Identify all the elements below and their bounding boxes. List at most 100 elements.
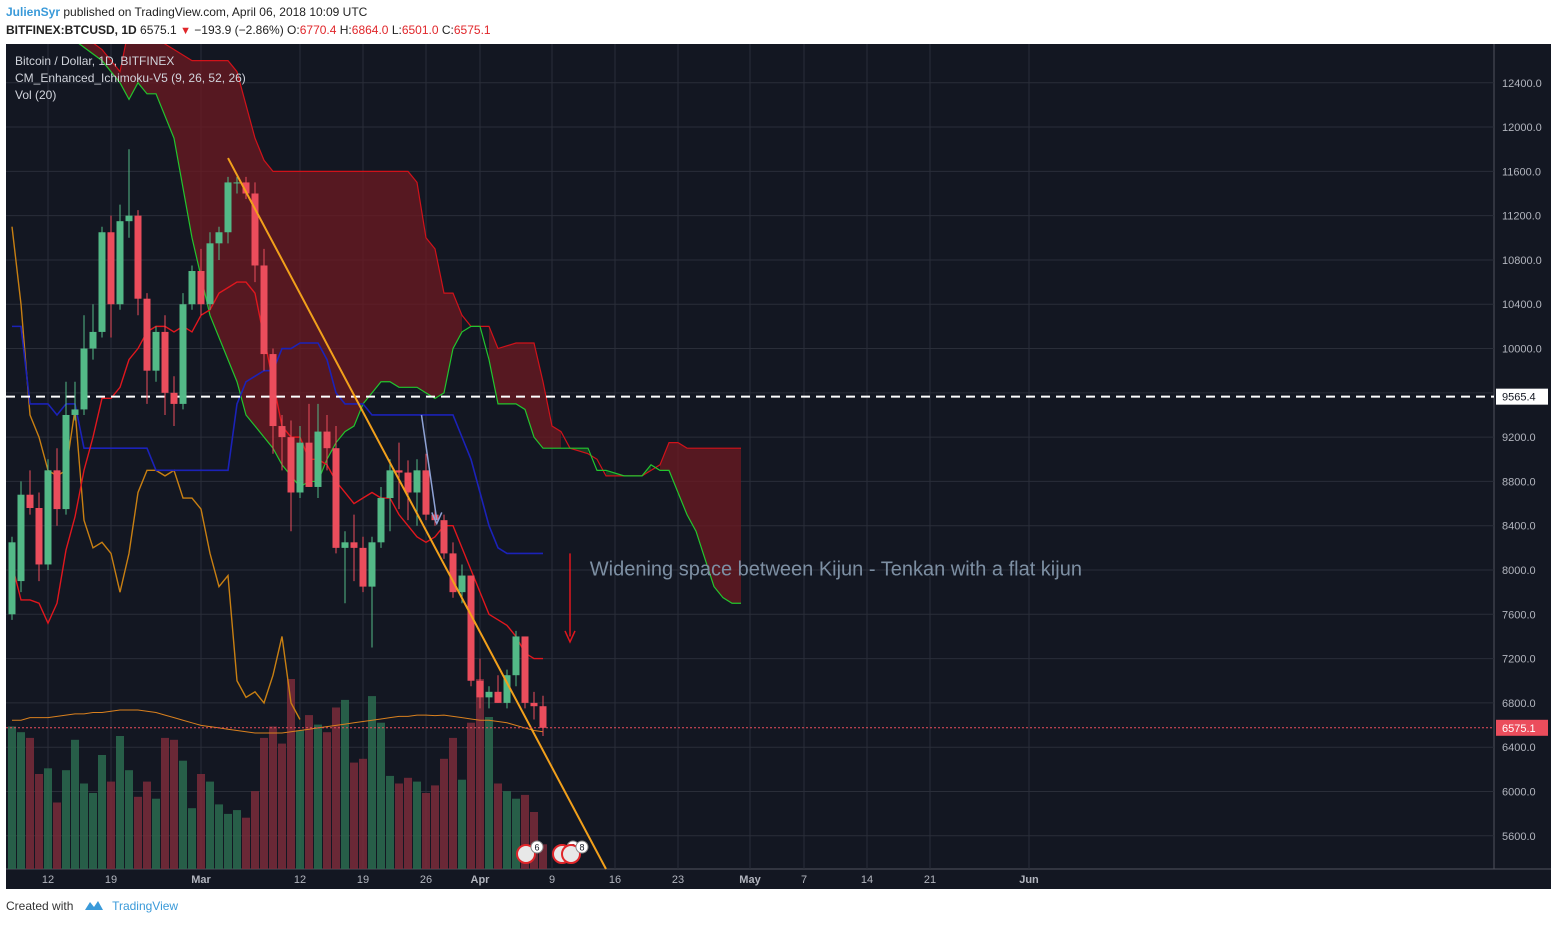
horizontal-level-label: 9565.4	[1502, 392, 1536, 404]
candle-body	[314, 431, 322, 487]
tenkan-sen-line	[11, 281, 543, 660]
volume-bar	[314, 724, 322, 869]
candle-body	[197, 271, 205, 305]
candle-body	[278, 426, 286, 438]
close-value: 6575.1	[453, 23, 491, 37]
candle-body	[17, 494, 25, 582]
x-tick-label: 12	[294, 874, 306, 886]
red-arrow-head-icon	[564, 630, 576, 644]
volume-bar	[170, 739, 178, 869]
candle-body	[35, 507, 43, 565]
candle-body	[260, 265, 268, 355]
volume-bar	[503, 791, 511, 869]
candle-body	[359, 547, 367, 587]
volume-bar	[530, 812, 538, 869]
candle-body	[80, 348, 88, 410]
x-tick-label: 23	[672, 874, 684, 886]
volume-bar	[512, 798, 520, 869]
event-count-label: 6	[534, 843, 539, 853]
candle-body	[332, 448, 340, 548]
cloud-bearish	[79, 44, 462, 487]
candle-body	[233, 182, 241, 184]
volume-bar	[116, 736, 124, 869]
candle-body	[8, 542, 16, 615]
volume-bar	[467, 722, 475, 869]
candle-body	[98, 232, 106, 332]
volume-bar	[80, 783, 88, 869]
price-chart[interactable]: 12400.0 12000.0 11600.0 11200.0 10800.0 10400…	[6, 44, 1551, 889]
trendline-resistance	[227, 157, 607, 870]
candle-body	[539, 706, 547, 728]
candle-body	[413, 470, 421, 493]
volume-bar	[278, 743, 286, 869]
volume-bar	[161, 737, 169, 869]
volume-bar	[260, 737, 268, 869]
last-price: 6575.1	[140, 23, 177, 37]
chart-area[interactable]: 12400.0 12000.0 11600.0 11200.0 10800.0 10400…	[6, 44, 1551, 889]
candle-body	[458, 575, 466, 593]
annotation-text: Widening space between Kijun - Tenkan wi…	[590, 559, 1082, 581]
low-label: L:	[391, 23, 402, 37]
author-link[interactable]: JulienSyr	[6, 5, 61, 19]
us-flag-event-icon	[561, 844, 581, 864]
volume-bar	[458, 779, 466, 869]
down-arrow-icon: ▼	[180, 25, 191, 37]
candle-body	[440, 520, 448, 554]
volume-bar	[323, 732, 331, 869]
tradingview-link[interactable]: TradingView	[112, 899, 179, 913]
y-tick-label: 9200.0	[1502, 432, 1536, 444]
volume-bar	[404, 777, 412, 869]
volume-bar	[305, 715, 313, 869]
candle-body	[44, 470, 52, 565]
blue-arrow-head-icon	[431, 512, 443, 526]
symbol-label: BITFINEX:BTCUSD, 1D	[6, 23, 137, 37]
event-count-badge	[575, 840, 589, 854]
volume-bar	[71, 739, 79, 869]
candle-body	[179, 304, 187, 404]
candle-body	[341, 542, 349, 548]
volume-bar	[332, 707, 340, 869]
candle-body	[422, 470, 430, 515]
candle-body	[368, 542, 376, 587]
volume-bar	[188, 808, 196, 869]
volume-ma-line	[12, 709, 544, 734]
volume-bar	[296, 730, 304, 869]
candle-body	[206, 243, 214, 305]
candle-body	[26, 494, 34, 508]
y-tick-label: 6000.0	[1502, 786, 1536, 798]
volume-bar	[395, 783, 403, 869]
ohlc-line: BITFINEX:BTCUSD, 1D 6575.1 ▼ −193.9 (−2.…	[6, 23, 491, 37]
volume-bar	[422, 793, 430, 869]
price-change: −193.9 (−2.86%)	[194, 23, 284, 37]
low-value: 6501.0	[401, 23, 439, 37]
y-tick-label: 11200.0	[1502, 211, 1541, 223]
volume-bar	[125, 770, 133, 869]
candle-body	[116, 221, 124, 305]
y-tick-label: 12000.0	[1502, 122, 1542, 134]
volume-bar	[233, 810, 241, 869]
volume-bar	[44, 768, 52, 869]
blue-arrow-icon	[420, 414, 438, 521]
y-tick-label: 8000.0	[1502, 565, 1536, 577]
volume-bar	[35, 774, 43, 869]
y-tick-label: 10000.0	[1502, 344, 1542, 356]
x-tick-label: Apr	[471, 874, 491, 886]
current-price-tag	[1496, 719, 1548, 736]
volume-bar	[521, 794, 529, 869]
close-label: C:	[441, 23, 454, 37]
y-tick-label: 12400.0	[1502, 78, 1542, 90]
volume-bar	[494, 783, 502, 869]
candle-body	[404, 472, 412, 493]
candle-body	[476, 680, 484, 698]
kijun-sen-line	[12, 325, 543, 555]
volume-bar	[368, 696, 376, 869]
legend-line: CM_Enhanced_Ichimoku-V5 (9, 26, 52, 26)	[15, 71, 246, 85]
volume-bar	[8, 726, 16, 869]
chart-header: JulienSyr published on TradingView.com, …	[6, 4, 1546, 42]
candle-body	[287, 437, 295, 493]
candle-body	[269, 354, 277, 427]
y-tick-label: 8400.0	[1502, 521, 1536, 533]
x-tick-label: Mar	[191, 874, 211, 886]
x-tick-label: 9	[549, 874, 555, 886]
cloud-bearish	[489, 326, 561, 449]
